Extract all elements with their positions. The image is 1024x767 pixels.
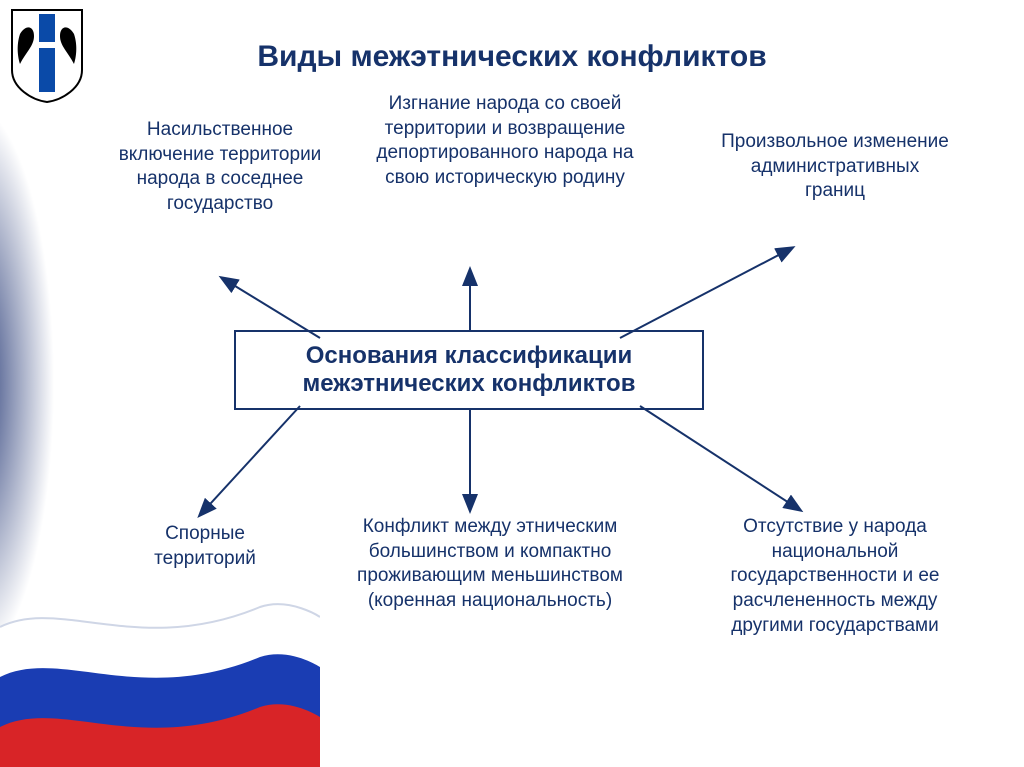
region-emblem [6,6,88,104]
node-bot-right: Отсутствие у народа национальной государ… [700,515,970,638]
node-bot-mid: Конфликт между этническим большинством и… [340,515,640,614]
node-top-left: Насильственное включение территории наро… [110,118,330,217]
central-concept-text: Основания классификации межэтнических ко… [244,342,694,398]
node-top-mid: Изгнание народа со своей территории и во… [360,92,650,191]
slide-title: Виды межэтнических конфликтов [0,40,1024,74]
central-concept-box: Основания классификации межэтнических ко… [234,330,704,410]
node-top-right: Произвольное изменение административных … [720,130,950,204]
node-bot-left: Спорные территорий [130,522,280,571]
